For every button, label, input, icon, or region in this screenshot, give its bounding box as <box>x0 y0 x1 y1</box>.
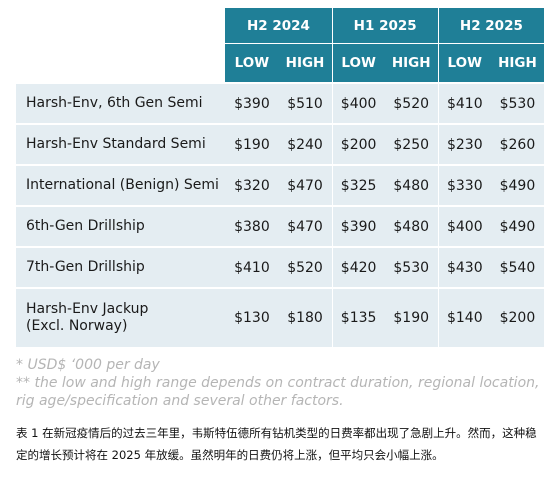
rate-cell: $470 <box>278 164 332 205</box>
table-row: Harsh-Env Jackup (Excl. Norway) $130 $180 $1… <box>16 287 544 347</box>
rig-type-label: Harsh-Env Jackup <box>26 301 149 317</box>
table-row: 7th-Gen Drillship $410 $520 $420 $530 $430 $54… <box>16 246 544 287</box>
range-header: LOW <box>331 44 385 82</box>
rate-cell: $400 <box>331 82 385 123</box>
rate-cell: $410 <box>437 82 491 123</box>
rig-type-cell: Harsh-Env, 6th Gen Semi <box>16 82 226 123</box>
table-row: Harsh-Env Standard Semi $190 $240 $200 $250 $… <box>16 123 544 164</box>
range-header: LOW <box>437 44 491 82</box>
rig-type-label: 6th-Gen Drillship <box>26 218 145 234</box>
period-header: H2 2025 <box>437 8 544 44</box>
rate-cell: $530 <box>384 246 438 287</box>
rate-cell: $400 <box>437 205 491 246</box>
rate-cell: $330 <box>437 164 491 205</box>
day-rate-table: H2 2024 H1 2025 H2 2025 LOW HIGH LOW HIG… <box>16 8 544 347</box>
range-header: HIGH <box>278 44 332 82</box>
rate-cell: $380 <box>225 205 279 246</box>
rate-cell: $390 <box>331 205 385 246</box>
period-header: H1 2025 <box>331 8 438 44</box>
rate-cell: $520 <box>384 82 438 123</box>
rate-cell: $480 <box>384 205 438 246</box>
rig-type-label: International (Benign) Semi <box>26 177 219 193</box>
rate-cell: $260 <box>490 123 544 164</box>
rate-cell: $420 <box>331 246 385 287</box>
rate-cell: $190 <box>225 123 279 164</box>
rate-cell: $250 <box>384 123 438 164</box>
rate-cell: $140 <box>437 287 491 347</box>
rate-cell: $510 <box>278 82 332 123</box>
rig-type-cell: International (Benign) Semi <box>16 164 226 205</box>
rate-cell: $325 <box>331 164 385 205</box>
rate-cell: $470 <box>278 205 332 246</box>
rig-type-cell: Harsh-Env Standard Semi <box>16 123 226 164</box>
range-header-row: LOW HIGH LOW HIGH LOW HIGH <box>16 44 544 82</box>
period-header: H2 2024 <box>225 8 332 44</box>
rate-cell: $520 <box>278 246 332 287</box>
corner-cell <box>16 8 226 44</box>
range-header: LOW <box>225 44 279 82</box>
range-header: HIGH <box>490 44 544 82</box>
period-header-row: H2 2024 H1 2025 H2 2025 <box>16 8 544 44</box>
rate-cell: $490 <box>490 205 544 246</box>
range-footnote: ** the low and high range depends on con… <box>16 375 540 409</box>
rate-table-body: Harsh-Env, 6th Gen Semi $390 $510 $400 $520 $… <box>16 82 544 347</box>
rig-type-label: Harsh-Env Standard Semi <box>26 136 206 152</box>
table-row: 6th-Gen Drillship $380 $470 $390 $480 $400 $49… <box>16 205 544 246</box>
table-row: International (Benign) Semi $320 $470 $325 $… <box>16 164 544 205</box>
rate-cell: $540 <box>490 246 544 287</box>
rig-type-label: Harsh-Env, 6th Gen Semi <box>26 95 203 111</box>
rig-type-label: (Excl. Norway) <box>26 318 128 334</box>
rate-cell: $200 <box>490 287 544 347</box>
rate-cell: $320 <box>225 164 279 205</box>
rate-cell: $480 <box>384 164 438 205</box>
rate-cell: $200 <box>331 123 385 164</box>
unit-footnote: * USD$ ‘000 per day <box>16 357 160 373</box>
rate-cell: $490 <box>490 164 544 205</box>
rate-cell: $240 <box>278 123 332 164</box>
rate-cell: $530 <box>490 82 544 123</box>
rig-type-cell: 7th-Gen Drillship <box>16 246 226 287</box>
rate-cell: $130 <box>225 287 279 347</box>
rate-cell: $135 <box>331 287 385 347</box>
footnotes: * USD$ ‘000 per day ** the low and high … <box>16 356 546 410</box>
rate-cell: $390 <box>225 82 279 123</box>
corner-cell <box>16 44 226 82</box>
table-row: Harsh-Env, 6th Gen Semi $390 $510 $400 $520 $… <box>16 82 544 123</box>
rig-type-cell: 6th-Gen Drillship <box>16 205 226 246</box>
range-header: HIGH <box>384 44 438 82</box>
rate-cell: $190 <box>384 287 438 347</box>
rig-type-cell: Harsh-Env Jackup (Excl. Norway) <box>16 287 226 347</box>
rate-cell: $430 <box>437 246 491 287</box>
rate-cell: $410 <box>225 246 279 287</box>
rate-cell: $180 <box>278 287 332 347</box>
rate-cell: $230 <box>437 123 491 164</box>
rig-type-label: 7th-Gen Drillship <box>26 259 145 275</box>
table-caption: 表 1 在新冠疫情后的过去三年里，韦斯特伍德所有钻机类型的日费率都出现了急剧上升… <box>16 426 537 462</box>
